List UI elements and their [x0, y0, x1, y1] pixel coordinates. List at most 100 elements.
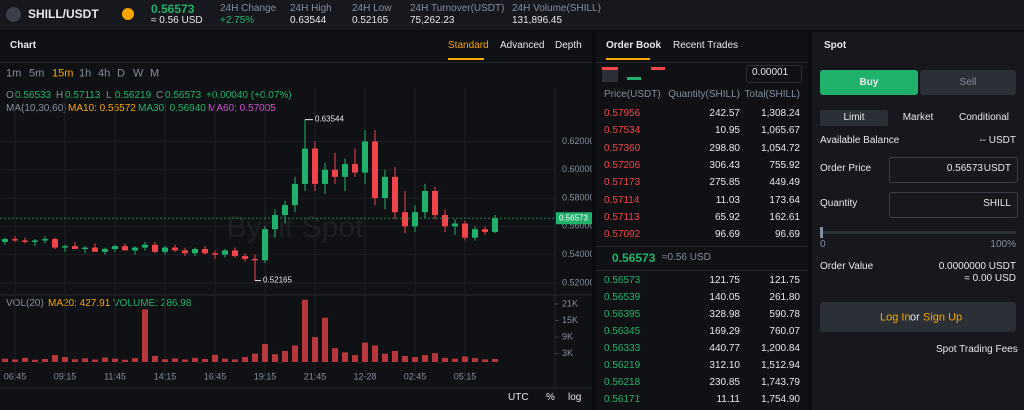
view-tab[interactable]: Advanced [500, 40, 545, 51]
buy-button[interactable] [820, 70, 918, 95]
view-tab[interactable]: Standard [448, 40, 489, 51]
candle-body [352, 164, 358, 173]
volume-bar [182, 359, 188, 362]
book-qty: 10.95 [714, 125, 740, 137]
x-tick-label: 05:15 [454, 371, 477, 381]
candle-body [72, 246, 78, 249]
candle-body [272, 215, 278, 230]
book-total: 755.92 [769, 159, 800, 171]
candle-body [242, 256, 248, 259]
interval[interactable]: 1m [6, 67, 22, 80]
field-value: -- USDT [979, 135, 1016, 146]
watermark: Bybit Spot [226, 211, 364, 244]
candle-body [212, 253, 218, 255]
volume-bar [312, 337, 318, 362]
order-type[interactable]: Limit [843, 112, 865, 123]
volume-bar [42, 358, 48, 362]
limit-tab[interactable] [820, 110, 888, 126]
chart-option[interactable]: log [568, 392, 582, 403]
candle-body [312, 148, 318, 184]
sell-button[interactable] [920, 70, 1016, 95]
interval[interactable]: M [150, 67, 160, 80]
x-tick-label: 09:15 [54, 371, 77, 381]
candle-body [332, 169, 338, 177]
book-price: 0.57173 [604, 177, 641, 189]
candle-body [152, 244, 158, 252]
volume-bar [232, 359, 238, 362]
volume-bar [32, 359, 38, 362]
chart-option[interactable]: % [546, 392, 555, 403]
divider [596, 270, 808, 271]
divider [596, 246, 808, 247]
panel-title: Chart [10, 40, 37, 51]
y-tick-label: 0.62000 [562, 136, 592, 146]
book-price: 0.56395 [604, 309, 641, 320]
pair[interactable]: SHILL/USDT [28, 7, 99, 21]
candle-body [122, 246, 128, 251]
vol-legend: VOL(20) [6, 298, 44, 309]
volume-bar [132, 358, 138, 362]
precision-select[interactable] [746, 65, 802, 83]
candle-body [2, 239, 8, 242]
candle-chart: 0.52000 0.54000 0.56000 0.58000 0.60000 0.620… [0, 88, 592, 389]
interval[interactable]: 1h [79, 67, 92, 80]
login-button[interactable] [820, 302, 1016, 332]
candle-body [112, 246, 118, 249]
book-total: 1,308.24 [761, 108, 800, 119]
divider [0, 62, 592, 63]
book-tab[interactable]: Order Book [606, 40, 662, 51]
buy-label[interactable]: Buy [859, 77, 879, 88]
interval[interactable]: W [133, 67, 144, 80]
input-value[interactable]: 0.56573 [946, 163, 983, 174]
precision-value[interactable]: 0.00001 [752, 67, 789, 78]
price-input[interactable] [889, 157, 1018, 183]
book-icon[interactable] [651, 67, 665, 80]
slider[interactable] [820, 231, 1016, 234]
volume-bar [422, 355, 428, 362]
book-icon[interactable] [627, 67, 641, 80]
field-value: ≈ 0.00 USD [964, 273, 1016, 284]
book-qty: 242.57 [709, 108, 740, 119]
book-price: 0.56539 [604, 292, 641, 303]
signup-link[interactable]: Sign Up [923, 311, 963, 324]
y-tick-label: 3K [562, 348, 573, 358]
login-link[interactable]: Log In [880, 311, 911, 324]
slider-handle[interactable] [820, 227, 823, 238]
fees-link[interactable]: Spot Trading Fees [936, 344, 1018, 355]
chart-option[interactable]: UTC [508, 392, 529, 403]
x-tick-label: 19:15 [254, 371, 277, 381]
candle-body [102, 248, 108, 252]
book-icon[interactable] [602, 67, 618, 82]
stat-value: 75,262.23 [410, 15, 455, 26]
low-annotation: 0.52165 [263, 276, 292, 285]
interval[interactable]: D [117, 67, 125, 80]
sell-label[interactable]: Sell [959, 77, 977, 88]
interval[interactable]: 5m [29, 67, 45, 80]
qty-input[interactable] [889, 192, 1018, 218]
y-tick-label: 15K [562, 315, 578, 325]
book-total: 760.07 [769, 326, 800, 337]
input-unit: SHILL [983, 198, 1011, 209]
volume-bar [2, 358, 8, 362]
stat-label: 24H Change [220, 3, 277, 14]
volume-bar [482, 359, 488, 362]
order-book-panel [596, 32, 808, 410]
book-price: 0.56345 [604, 326, 641, 337]
book-total: 173.64 [769, 194, 800, 206]
order-type[interactable]: Market [902, 112, 934, 123]
volume-bar [342, 352, 348, 362]
ma-legend: MA30: 0.56940 [138, 103, 206, 114]
book-price: 0.57956 [604, 108, 641, 119]
interval[interactable]: 15m [52, 67, 74, 80]
volume-bar [52, 355, 58, 362]
volume-bar [302, 299, 308, 362]
order-type[interactable]: Conditional [958, 112, 1010, 123]
book-qty: 140.05 [709, 292, 740, 303]
book-tab[interactable]: Recent Trades [673, 40, 739, 51]
view-tab[interactable]: Depth [555, 40, 582, 51]
info-icon[interactable] [122, 8, 134, 20]
volume-bar [352, 355, 358, 362]
volume-bar [192, 357, 198, 362]
interval[interactable]: 4h [98, 67, 111, 80]
volume-bar [12, 359, 18, 362]
